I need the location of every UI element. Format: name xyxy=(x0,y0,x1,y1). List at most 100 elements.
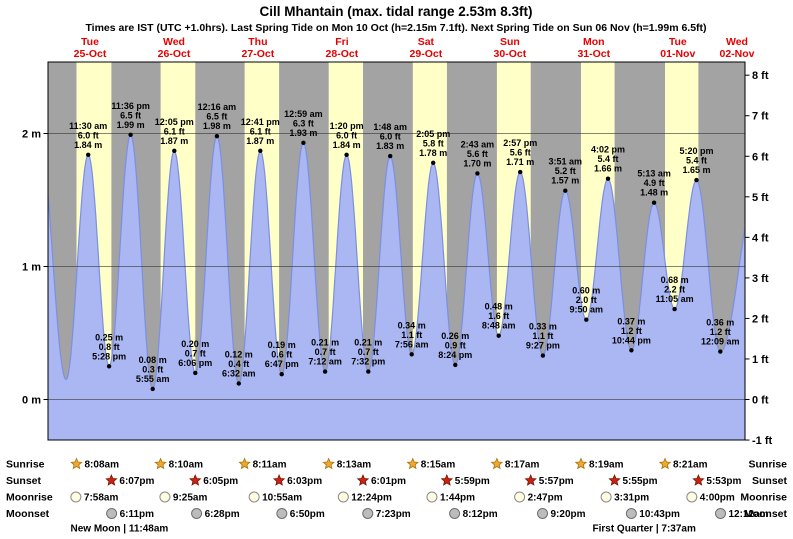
day-label-date: 27-Oct xyxy=(242,48,275,60)
high-tide-label: 1.71 m xyxy=(506,157,534,167)
low-tide-label: 0.20 m xyxy=(181,339,209,349)
high-tide-label: 2:43 am xyxy=(461,139,495,149)
moonset-circle-icon xyxy=(362,508,374,519)
tide-extreme-dot xyxy=(344,152,349,157)
low-tide-label: 1.6 ft xyxy=(488,311,509,321)
low-tide-label: 9:27 pm xyxy=(526,341,560,351)
sunrise-star-icon xyxy=(490,457,504,470)
sunset-star-icon xyxy=(440,473,454,486)
right-axis-tick-label: 2 ft xyxy=(752,313,769,325)
plot-border xyxy=(47,61,746,441)
right-axis-tick-label: 6 ft xyxy=(752,151,769,163)
chart-generated-content: 11:30 am6.0 ft1.84 m0.25 m0.8 ft5:28 pm1… xyxy=(6,36,787,535)
low-tide-label: 1.2 ft xyxy=(710,327,731,337)
low-tide-label: 0.3 ft xyxy=(142,364,163,374)
chart-subtitle: Times are IST (UTC +1.0hrs). Last Spring… xyxy=(85,22,706,34)
tide-extreme-dot xyxy=(150,386,155,392)
high-tide-label: 1.84 m xyxy=(333,140,361,150)
moonset-time: 12:12am xyxy=(729,509,769,520)
low-tide-label: 0.21 m xyxy=(311,338,339,348)
sunrise-time: 8:17am xyxy=(505,460,540,471)
high-tide-label: 1.70 m xyxy=(463,158,491,168)
high-tide-label: 1.57 m xyxy=(551,176,579,186)
tide-extreme-dot xyxy=(128,132,133,137)
low-tide-label: 0.60 m xyxy=(572,286,600,296)
sunrise-star-icon xyxy=(70,457,83,470)
sunrise-time: 8:13am xyxy=(337,460,372,471)
day-label-dow: Sat xyxy=(418,36,435,48)
low-tide-label: 8:24 pm xyxy=(438,350,472,360)
sunset-row-label-right: Sunset xyxy=(752,475,788,487)
high-tide-label: 12:16 am xyxy=(198,102,237,112)
sunrise-star-icon xyxy=(406,457,419,470)
moonrise-time: 10:55am xyxy=(262,493,302,504)
moonrise-time: 12:24pm xyxy=(351,493,392,504)
sunrise-time: 8:11am xyxy=(253,460,287,471)
low-tide-label: 1.1 ft xyxy=(532,331,553,341)
right-axis-tick-label: 0 ft xyxy=(752,395,769,407)
left-axis-tick-label: 1 m xyxy=(22,262,41,274)
high-tide-label: 1.93 m xyxy=(289,128,317,138)
moonrise-circle-icon xyxy=(686,491,698,503)
high-tide-label: 5.8 ft xyxy=(423,138,444,148)
tide-extreme-dot xyxy=(584,317,589,322)
tide-extreme-dot xyxy=(388,153,393,159)
tide-extreme-dot xyxy=(172,148,177,153)
tide-extreme-dot xyxy=(409,352,414,357)
low-tide-label: 9:50 am xyxy=(570,305,604,315)
right-axis-tick-label: 4 ft xyxy=(752,232,769,244)
tide-extreme-dot xyxy=(651,200,657,205)
sunset-star-icon xyxy=(105,473,118,486)
moonrise-time: 4:00pm xyxy=(700,493,735,504)
day-label-date: 29-Oct xyxy=(410,48,443,60)
low-tide-label: 1.2 ft xyxy=(621,326,642,336)
low-tide-label: 6:47 pm xyxy=(265,359,299,369)
tide-extreme-dot xyxy=(605,176,611,181)
high-tide-label: 1.78 m xyxy=(419,148,447,158)
moonrise-row-label-left: Moonrise xyxy=(6,492,53,504)
high-tide-label: 4.9 ft xyxy=(644,178,665,188)
tide-extreme-dot xyxy=(694,177,699,183)
sunset-star-icon xyxy=(272,473,286,486)
low-tide-label: 2.0 ft xyxy=(576,295,597,305)
moonset-row-label-right: Moonset xyxy=(744,508,788,520)
moonset-row-label-left: Moonset xyxy=(6,508,50,520)
moonrise-time: 1:44pm xyxy=(440,493,475,504)
low-tide-label: 6:06 pm xyxy=(178,358,212,368)
tide-extreme-dot xyxy=(540,353,546,358)
day-label-dow: Fri xyxy=(335,36,349,48)
day-label-date: 25-Oct xyxy=(74,48,107,60)
tide-curve xyxy=(47,134,746,390)
high-tide-label: 12:05 pm xyxy=(155,117,194,127)
day-label-date: 30-Oct xyxy=(494,48,527,60)
tide-extreme-dot xyxy=(366,369,371,374)
sunset-star-icon xyxy=(189,473,202,486)
day-label-dow: Mon xyxy=(583,36,605,48)
moon-phase-label: First Quarter | 7:37am xyxy=(592,524,696,535)
high-tide-label: 6.5 ft xyxy=(120,110,141,120)
low-tide-label: 0.19 m xyxy=(268,340,296,350)
day-label-dow: Wed xyxy=(726,36,748,48)
high-tide-label: 5.2 ft xyxy=(555,166,576,176)
moonrise-circle-icon xyxy=(337,491,349,503)
sunrise-time: 8:10am xyxy=(169,460,204,471)
sunset-star-icon xyxy=(692,473,705,486)
low-tide-label: 7:56 am xyxy=(395,339,429,349)
moonset-time: 7:23pm xyxy=(376,509,411,520)
sunset-row-label-left: Sunset xyxy=(6,475,42,487)
sunset-time: 6:05pm xyxy=(203,476,238,487)
high-tide-label: 5:13 am xyxy=(637,169,671,179)
sunrise-star-icon xyxy=(238,457,251,470)
sunset-star-icon xyxy=(608,473,621,486)
sunset-time: 6:07pm xyxy=(119,476,154,487)
high-tide-label: 12:41 pm xyxy=(241,117,280,127)
low-tide-label: 0.8 ft xyxy=(99,342,120,352)
low-tide-label: 5:55 am xyxy=(136,374,170,384)
low-tide-label: 0.7 ft xyxy=(315,347,336,357)
moonset-circle-icon xyxy=(276,508,288,519)
right-axis-tick-label: 7 ft xyxy=(752,111,769,123)
day-label-date: 28-Oct xyxy=(326,48,359,60)
moonrise-time: 2:47pm xyxy=(528,493,563,504)
moonset-circle-icon xyxy=(715,508,727,519)
